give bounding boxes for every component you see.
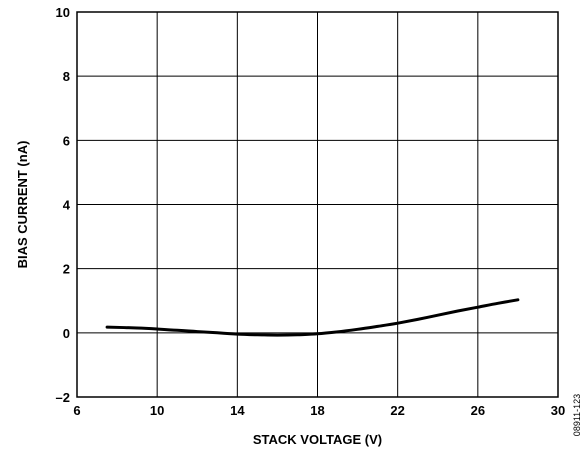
grid (77, 12, 558, 397)
x-tick-label: 22 (390, 403, 404, 418)
y-axis-label: BIAS CURRENT (nA) (15, 141, 30, 269)
x-tick-label: 6 (73, 403, 80, 418)
figure-id: 08911-123 (572, 394, 582, 436)
y-tick-label: 8 (63, 69, 70, 84)
x-tick-label: 30 (551, 403, 565, 418)
x-tick-label: 10 (150, 403, 164, 418)
y-tick-label: 4 (63, 198, 71, 213)
plot-frame (76, 11, 559, 398)
y-tick-label: 6 (63, 133, 70, 148)
x-tick-label: 26 (471, 403, 485, 418)
tick-labels: 6 10 14 18 22 26 30 10 8 6 4 2 0 –2 (56, 5, 566, 418)
y-tick-label: 0 (63, 326, 70, 341)
x-axis-label: STACK VOLTAGE (V) (253, 432, 382, 447)
y-tick-label: 10 (56, 5, 70, 20)
x-tick-label: 14 (230, 403, 245, 418)
y-tick-label: 2 (63, 262, 70, 277)
x-tick-label: 18 (310, 403, 324, 418)
series-line (105, 298, 520, 337)
y-tick-label: –2 (56, 390, 70, 405)
